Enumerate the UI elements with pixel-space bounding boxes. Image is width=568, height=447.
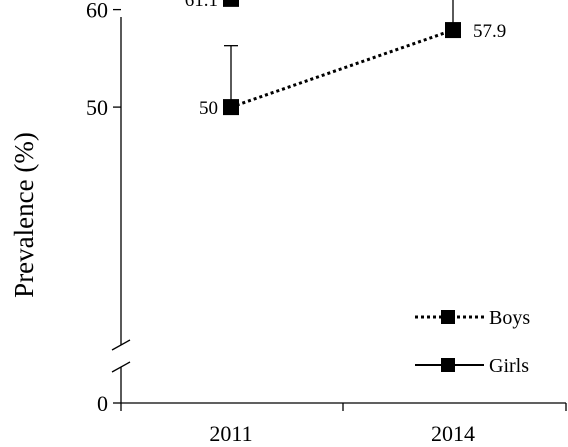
series-girls: 61.172.6	[185, 0, 239, 11]
x-tick-label: 2014	[431, 421, 475, 446]
series-boys: 50 57.9	[199, 0, 506, 119]
axis-break-mark-top	[111, 339, 131, 351]
y-tick-label: 60	[86, 0, 108, 23]
y-ticks: 050607080	[86, 0, 121, 416]
legend-marker	[441, 310, 455, 324]
data-point	[223, 99, 239, 116]
data-point	[223, 0, 239, 7]
axes	[111, 17, 566, 404]
data-point	[445, 22, 461, 39]
data-label: 61.1	[185, 0, 218, 11]
data-label: 57.9	[473, 21, 506, 42]
data-label: 50	[199, 98, 218, 119]
legend-label: Girls	[489, 355, 529, 377]
x-tick-label: 2011	[209, 421, 252, 446]
axis-break-mark-bottom	[111, 361, 131, 373]
y-tick-label: 0	[97, 391, 108, 416]
series-line	[230, 28, 454, 109]
series-group: 61.172.6 50 57.9	[185, 0, 506, 119]
legend: Boys Girls	[415, 307, 530, 377]
y-tick-label: 50	[86, 95, 108, 120]
legend-item-girls: Girls	[415, 355, 529, 377]
legend-marker	[441, 358, 455, 372]
x-ticks: 2011 2014	[120, 403, 567, 446]
legend-item-boys: Boys	[415, 307, 530, 329]
y-axis-title: Prevalence (%)	[9, 132, 39, 298]
legend-label: Boys	[489, 307, 530, 329]
